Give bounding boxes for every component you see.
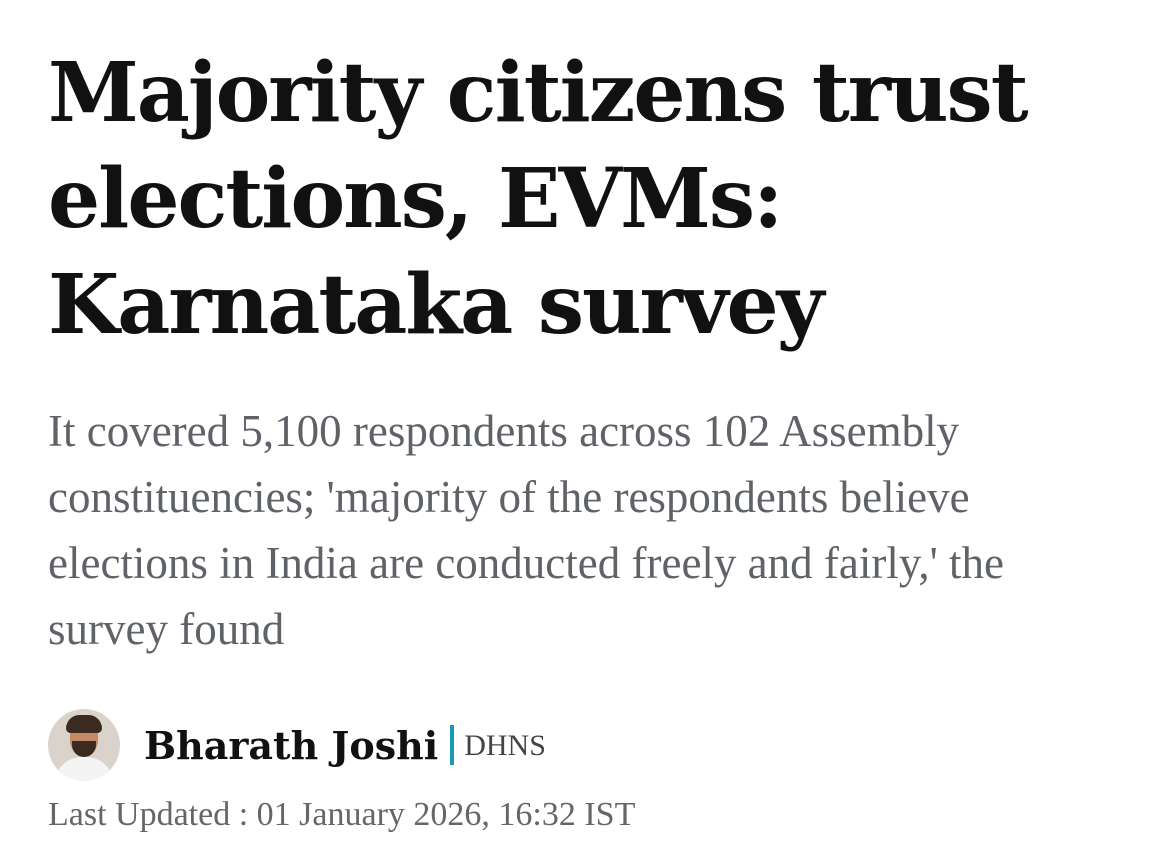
last-updated-timestamp: Last Updated : 01 January 2026, 16:32 IS… xyxy=(48,796,636,833)
avatar-shirt xyxy=(54,757,114,781)
byline: Bharath Joshi DHNS xyxy=(48,708,1138,782)
article-headline: Majority citizens trust elections, EVMs:… xyxy=(48,45,1029,353)
article-header: Majority citizens trust elections, EVMs:… xyxy=(48,40,1138,834)
byline-divider xyxy=(450,725,455,765)
avatar-beard xyxy=(72,741,96,757)
author-name[interactable]: Bharath Joshi xyxy=(144,722,439,768)
news-agency: DHNS xyxy=(464,729,546,762)
article-summary: It covered 5,100 respondents across 102 … xyxy=(48,406,1005,654)
avatar-hair xyxy=(66,715,102,733)
author-avatar[interactable] xyxy=(48,709,120,781)
